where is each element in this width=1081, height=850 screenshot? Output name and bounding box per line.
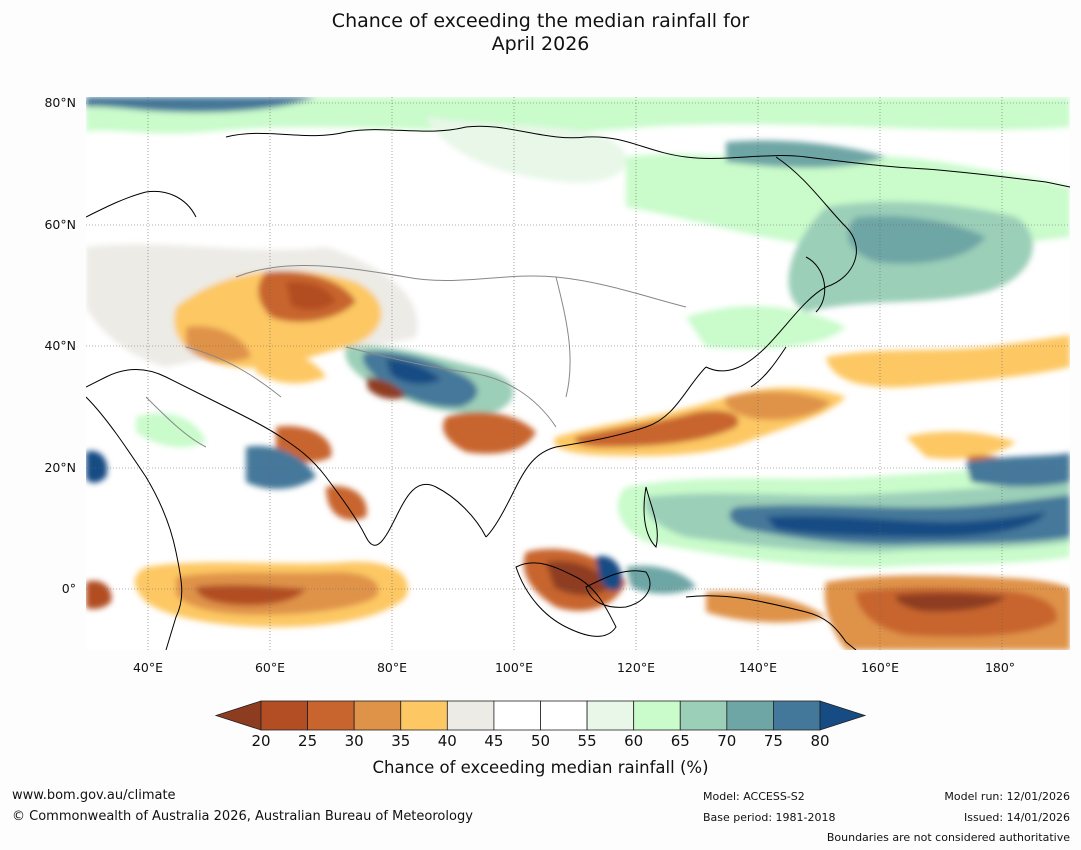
colorbar-bin [726, 700, 774, 731]
graticule [86, 97, 1070, 650]
colorbar-bin [307, 700, 355, 731]
colorbar-bin [446, 700, 495, 731]
footer-disclaimer: Boundaries are not considered authoritat… [826, 831, 1070, 844]
colorbar-tick-65: 65 [670, 732, 690, 750]
colorbar-bin [353, 700, 402, 731]
footer-website: www.bom.gov.au/climate [12, 788, 176, 803]
footer-issued: Issued: 14/01/2026 [963, 811, 1070, 824]
footer-base-period: Base period: 1981-2018 [703, 811, 836, 824]
coastlines [86, 125, 1070, 650]
title-line-2: April 2026 [491, 33, 590, 55]
colorbar-tick-45: 45 [484, 732, 504, 750]
lat-label-40n: 40°N [44, 338, 76, 353]
footer-model: Model: ACCESS-S2 [703, 790, 805, 803]
probability-field [86, 97, 1070, 650]
colorbar-segments [214, 700, 867, 731]
colorbar-bin [679, 700, 728, 731]
lat-label-80n: 80°N [44, 95, 76, 110]
country-boundaries [145, 264, 687, 448]
lon-label-160e: 160°E [860, 660, 899, 675]
colorbar-bin [540, 700, 588, 731]
colorbar-tick-30: 30 [344, 732, 364, 750]
rainfall-map-canvas [86, 97, 1070, 650]
colorbar-tick-75: 75 [763, 732, 783, 750]
colorbar-bin [493, 700, 541, 731]
rainfall-map [86, 97, 1070, 650]
lon-label-180: 180° [984, 660, 1016, 675]
colorbar-extend-low [214, 700, 262, 731]
colorbar-tick-80: 80 [810, 732, 830, 750]
chart-title: Chance of exceeding the median rainfall … [0, 10, 1081, 56]
colorbar-extend-high [819, 700, 867, 731]
colorbar [214, 700, 867, 731]
lon-label-40e: 40°E [132, 660, 164, 675]
colorbar-tick-55: 55 [577, 732, 597, 750]
colorbar-bin [633, 700, 681, 731]
colorbar-bin [586, 700, 635, 731]
lon-label-140e: 140°E [738, 660, 777, 675]
colorbar-tick-50: 50 [530, 732, 551, 750]
lon-label-120e: 120°E [616, 660, 655, 675]
footer-model-run: Model run: 12/01/2026 [944, 790, 1070, 803]
lat-label-20n: 20°N [44, 460, 76, 475]
lon-label-100e: 100°E [494, 660, 533, 675]
footer-copyright: © Commonwealth of Australia 2026, Austra… [12, 809, 473, 824]
colorbar-label: Chance of exceeding median rainfall (%) [372, 758, 709, 777]
colorbar-tick-25: 25 [298, 732, 318, 750]
colorbar-bin [260, 700, 308, 731]
colorbar-bin [773, 700, 821, 731]
lon-label-60e: 60°E [254, 660, 286, 675]
colorbar-tick-60: 60 [624, 732, 644, 750]
colorbar-tick-70: 70 [717, 732, 737, 750]
lon-label-80e: 80°E [376, 660, 408, 675]
title-line-1: Chance of exceeding the median rainfall … [331, 10, 750, 32]
colorbar-tick-35: 35 [391, 732, 411, 750]
colorbar-tick-40: 40 [437, 732, 457, 750]
lat-label-60n: 60°N [44, 217, 76, 232]
colorbar-tick-20: 20 [251, 732, 271, 750]
lat-label-0: 0° [61, 581, 76, 596]
colorbar-bin [400, 700, 448, 731]
